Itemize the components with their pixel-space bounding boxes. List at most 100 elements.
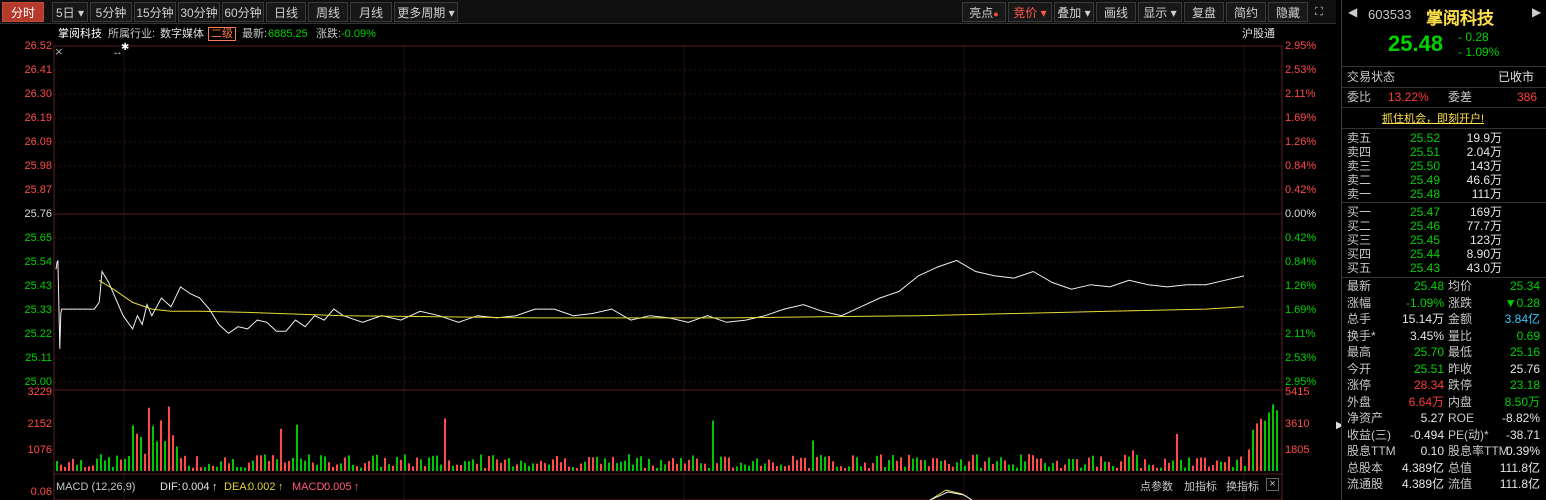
highlight-button[interactable]: 亮点● <box>962 2 1006 22</box>
tab-5day-label: 5日 <box>55 6 75 20</box>
volume-bar <box>572 467 574 471</box>
ask-row[interactable]: 卖五 25.52 19.9万 <box>1342 131 1546 145</box>
fullscreen-icon[interactable]: ⛶ <box>1315 6 1323 18</box>
volume-bar <box>1120 461 1122 471</box>
volume-bar <box>904 466 906 471</box>
ask-row[interactable]: 卖一 25.48 111万 <box>1342 187 1546 201</box>
price-tick-label: 25.76 <box>24 208 52 220</box>
volume-bar <box>988 457 990 471</box>
volume-bar <box>388 464 390 471</box>
volume-bar <box>812 440 814 471</box>
macd-label[interactable]: MACD (12,26,9) <box>56 481 136 493</box>
notification-dot-icon: ● <box>993 9 999 19</box>
param-button[interactable]: 点参数 <box>1140 481 1173 493</box>
volume-bar <box>228 463 230 471</box>
open-account-link[interactable]: 抓住机会，即刻开户! <box>1382 113 1485 125</box>
index-label[interactable]: 沪股通 <box>1242 28 1275 40</box>
volume-bar <box>732 467 734 471</box>
stat-value: -0.494 <box>1409 427 1444 442</box>
price-tick-label: 25.87 <box>24 184 52 196</box>
volume-bar <box>344 457 346 471</box>
volume-bar <box>552 459 554 471</box>
volume-bar <box>720 456 722 471</box>
stat-row: 净资产 5.27 ROE -8.82% <box>1342 411 1546 425</box>
volume-bar <box>1184 467 1186 471</box>
ask-row[interactable]: 卖三 25.50 143万 <box>1342 159 1546 173</box>
bid-row[interactable]: 买一 25.47 169万 <box>1342 205 1546 219</box>
bid-row[interactable]: 买四 25.44 8.90万 <box>1342 247 1546 261</box>
drag-icon[interactable]: ↔ <box>112 46 123 58</box>
volume-bar <box>380 466 382 471</box>
tab-5min[interactable]: 5分钟 <box>90 2 132 22</box>
dea-label: DEA: <box>224 481 250 493</box>
chevron-left-icon[interactable]: ◀ <box>1348 5 1358 19</box>
stat-label: 流值 <box>1448 477 1473 491</box>
order-volume: 2.04万 <box>1466 145 1502 159</box>
volume-bar <box>936 458 938 471</box>
volume-bar <box>412 466 414 471</box>
volume-bar <box>620 461 622 471</box>
close-icon[interactable]: × <box>1266 478 1279 491</box>
volume-bar <box>768 459 770 471</box>
tab-monthly[interactable]: 月线 <box>350 2 392 22</box>
volume-bar <box>232 459 234 471</box>
draw-line-button[interactable]: 画线 <box>1096 2 1136 22</box>
volume-bar <box>848 466 850 471</box>
volume-bar <box>568 466 570 471</box>
switch-indicator-button[interactable]: 换指标 <box>1226 481 1259 493</box>
stat-label: 股息率TTM <box>1448 444 1509 458</box>
volume-bar <box>744 464 746 471</box>
tab-5day[interactable]: 5日 ▾ <box>52 2 88 22</box>
tab-30min[interactable]: 30分钟 <box>178 2 220 22</box>
ask-row[interactable]: 卖四 25.51 2.04万 <box>1342 145 1546 159</box>
volume-bar <box>984 461 986 471</box>
add-indicator-button[interactable]: 加指标 <box>1184 481 1217 493</box>
chevron-right-icon[interactable]: ▶ <box>1336 420 1344 431</box>
tab-daily[interactable]: 日线 <box>266 2 306 22</box>
volume-bar <box>656 467 658 471</box>
average-line <box>98 279 1245 319</box>
ask-row[interactable]: 卖二 25.49 46.6万 <box>1342 173 1546 187</box>
volume-bar <box>1128 456 1130 471</box>
volume-bar <box>60 464 62 471</box>
tab-more-periods[interactable]: 更多周期 ▾ <box>394 2 458 22</box>
volume-bar <box>1228 456 1230 471</box>
bid-row[interactable]: 买三 25.45 123万 <box>1342 233 1546 247</box>
volume-bar <box>340 463 342 471</box>
volume-bar <box>800 457 802 471</box>
volume-bar <box>1076 459 1078 471</box>
hide-button[interactable]: 隐藏 <box>1268 2 1308 22</box>
tab-intraday[interactable]: 分时 <box>2 2 44 22</box>
volume-bar <box>288 460 290 471</box>
order-level-label: 卖三 <box>1347 159 1372 173</box>
close-icon[interactable]: × <box>55 44 63 59</box>
level-badge[interactable]: 二级 <box>208 27 236 41</box>
volume-bar <box>460 464 462 471</box>
overlay-button[interactable]: 叠加 ▾ <box>1054 2 1094 22</box>
bid-row[interactable]: 买五 25.43 43.0万 <box>1342 261 1546 275</box>
volume-bar <box>860 466 862 471</box>
up-arrow-icon: ↑ <box>278 481 284 493</box>
volume-bar <box>1016 467 1018 471</box>
tab-weekly[interactable]: 周线 <box>308 2 348 22</box>
display-button[interactable]: 显示 ▾ <box>1138 2 1182 22</box>
industry-value[interactable]: 数字媒体 <box>160 28 204 40</box>
replay-button[interactable]: 复盘 <box>1184 2 1224 22</box>
volume-bar <box>424 466 426 471</box>
tab-60min[interactable]: 60分钟 <box>222 2 264 22</box>
bid-row[interactable]: 买二 25.46 77.7万 <box>1342 219 1546 233</box>
auction-button[interactable]: 竞价 ▾ <box>1008 2 1052 22</box>
intraday-chart[interactable]: 掌阅科技 所属行业: 数字媒体 二级 最新: 6885.25 涨跌: -0.09… <box>0 24 1336 500</box>
volume-bar <box>888 459 890 471</box>
volume-bar <box>1168 462 1170 471</box>
volume-bar <box>376 454 378 471</box>
volume-bar <box>940 460 942 471</box>
simple-button[interactable]: 简约 <box>1226 2 1266 22</box>
volume-bar <box>488 456 490 471</box>
highlight-label: 亮点 <box>969 6 994 20</box>
stat-value: 25.34 <box>1509 279 1540 293</box>
stat-label: ROE <box>1448 411 1475 425</box>
volume-bar <box>1004 460 1006 471</box>
chevron-right-icon[interactable]: ▶ <box>1532 5 1542 19</box>
tab-15min[interactable]: 15分钟 <box>134 2 176 22</box>
